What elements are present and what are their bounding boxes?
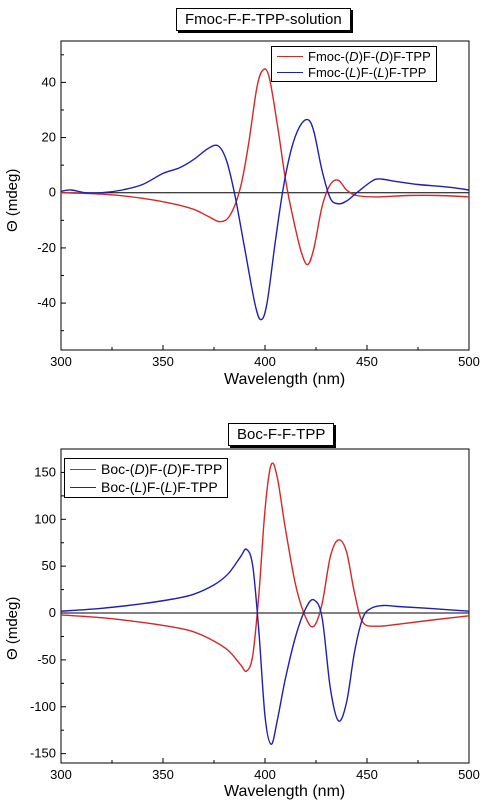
y-tick-label: 50 <box>42 558 56 573</box>
legend-text: D <box>379 48 389 64</box>
legend-text: Boc-( <box>101 461 135 477</box>
legend-text: L <box>349 64 357 80</box>
legend-text: )F-TPP <box>384 64 427 80</box>
legend-text: )F-TPP <box>177 461 223 477</box>
x-axis-label: Wavelength (nm) <box>224 783 346 800</box>
legend-text: D <box>167 461 178 477</box>
chart-legend: Boc-(D)F-(D)F-TPP Boc-(L)F-(L)F-TPP <box>64 458 229 498</box>
chart-panel-fmoc: Fmoc-F-F-TPP-solution 300 350 400 450 500 -40… <box>0 0 483 400</box>
y-tick-label: -150 <box>30 746 56 761</box>
y-tick-label: -100 <box>30 699 56 714</box>
x-tick-label: 500 <box>458 767 480 782</box>
series-line <box>60 462 470 673</box>
chart-plot-fmoc: 300 350 400 450 500 -40 -20 0 20 40 <box>37 40 480 369</box>
legend-text: L <box>164 479 173 495</box>
y-tick-label: 0 <box>49 185 56 200</box>
x-tick-label: 400 <box>254 354 276 369</box>
legend-swatch-red <box>277 55 303 57</box>
legend-text: D <box>134 461 145 477</box>
legend-text: L <box>377 64 385 80</box>
legend-text: )F-TPP <box>172 479 218 495</box>
y-tick-label: 0 <box>49 605 56 620</box>
series-line <box>60 68 470 266</box>
legend-text: Fmoc-( <box>308 64 350 80</box>
y-tick-label: 100 <box>34 511 56 526</box>
x-tick-label: 350 <box>152 767 174 782</box>
x-tick-label: 350 <box>152 354 174 369</box>
chart-legend: Fmoc-(D)F-(D)F-TPP Fmoc-(L)F-(L)F-TPP <box>271 46 437 82</box>
x-tick-label: 450 <box>356 767 378 782</box>
legend-item: Boc-(D)F-(D)F-TPP <box>70 460 222 478</box>
legend-item: Boc-(L)F-(L)F-TPP <box>70 478 222 496</box>
legend-item: Fmoc-(D)F-(D)F-TPP <box>277 48 431 64</box>
x-tick-label: 300 <box>50 767 72 782</box>
y-tick-label: -20 <box>37 240 56 255</box>
x-tick-label: 500 <box>458 354 480 369</box>
legend-swatch-blue <box>277 71 303 73</box>
legend-swatch-red <box>70 468 96 470</box>
y-tick-label: 40 <box>42 74 56 89</box>
legend-text: L <box>134 479 143 495</box>
legend-swatch-blue <box>70 486 96 488</box>
y-axis-label: Θ (mdeg) <box>4 596 21 660</box>
x-tick-label: 400 <box>254 767 276 782</box>
chart-title: Boc-F-F-TPP <box>228 423 335 446</box>
chart-title: Fmoc-F-F-TPP-solution <box>176 8 351 31</box>
legend-text: )F-( <box>358 48 380 64</box>
chart-panel-boc: Boc-F-F-TPP 300 350 400 450 500 -150 -100 -50 0 5… <box>0 400 483 804</box>
chart-plot-boc: 300 350 400 450 500 -150 -100 -50 0 50 100 150 <box>30 448 480 782</box>
x-axis-label: Wavelength (nm) <box>224 371 346 388</box>
y-tick-label: 150 <box>34 464 56 479</box>
legend-item: Fmoc-(L)F-(L)F-TPP <box>277 64 431 80</box>
y-tick-label: 20 <box>42 130 56 145</box>
legend-text: )F-( <box>356 64 378 80</box>
legend-text: Fmoc-( <box>308 48 350 64</box>
legend-text: )F-( <box>142 479 165 495</box>
x-tick-label: 300 <box>50 354 72 369</box>
legend-text: )F-( <box>144 461 168 477</box>
legend-text: )F-TPP <box>388 48 431 64</box>
series-line <box>60 118 470 321</box>
series-line <box>60 548 470 746</box>
y-tick-label: -40 <box>37 295 56 310</box>
legend-text: D <box>349 48 359 64</box>
y-tick-label: -50 <box>37 652 56 667</box>
legend-text: Boc-( <box>101 479 135 495</box>
y-axis-label: Θ (mdeg) <box>4 168 21 232</box>
x-tick-label: 450 <box>356 354 378 369</box>
